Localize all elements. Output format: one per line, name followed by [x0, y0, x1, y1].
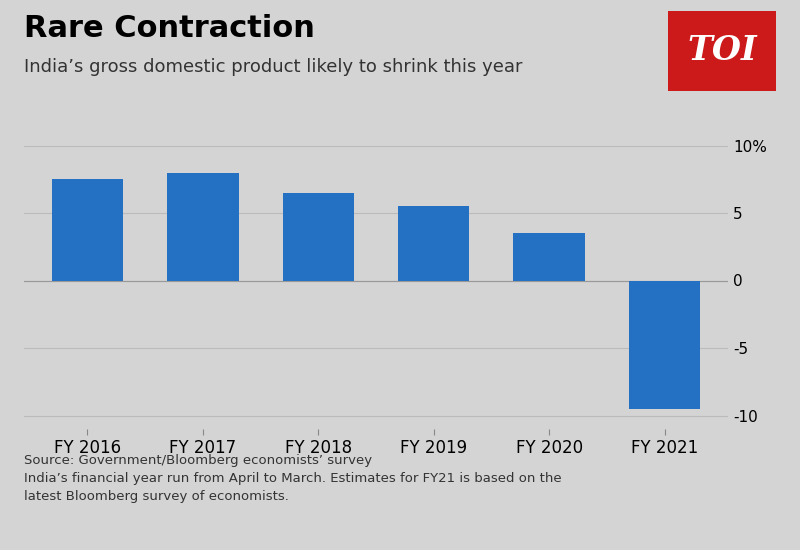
Text: Rare Contraction: Rare Contraction [24, 14, 315, 43]
Text: Source: Government/Bloomberg economists’ survey
India’s financial year run from : Source: Government/Bloomberg economists’… [24, 454, 562, 503]
Text: TOI: TOI [687, 34, 757, 68]
Bar [52, 179, 123, 280]
Bar [514, 233, 585, 280]
FancyBboxPatch shape [659, 4, 785, 97]
Bar [398, 206, 470, 280]
Text: India’s gross domestic product likely to shrink this year: India’s gross domestic product likely to… [24, 58, 522, 76]
Bar [167, 173, 238, 280]
Bar [282, 192, 354, 280]
Bar [629, 280, 700, 409]
